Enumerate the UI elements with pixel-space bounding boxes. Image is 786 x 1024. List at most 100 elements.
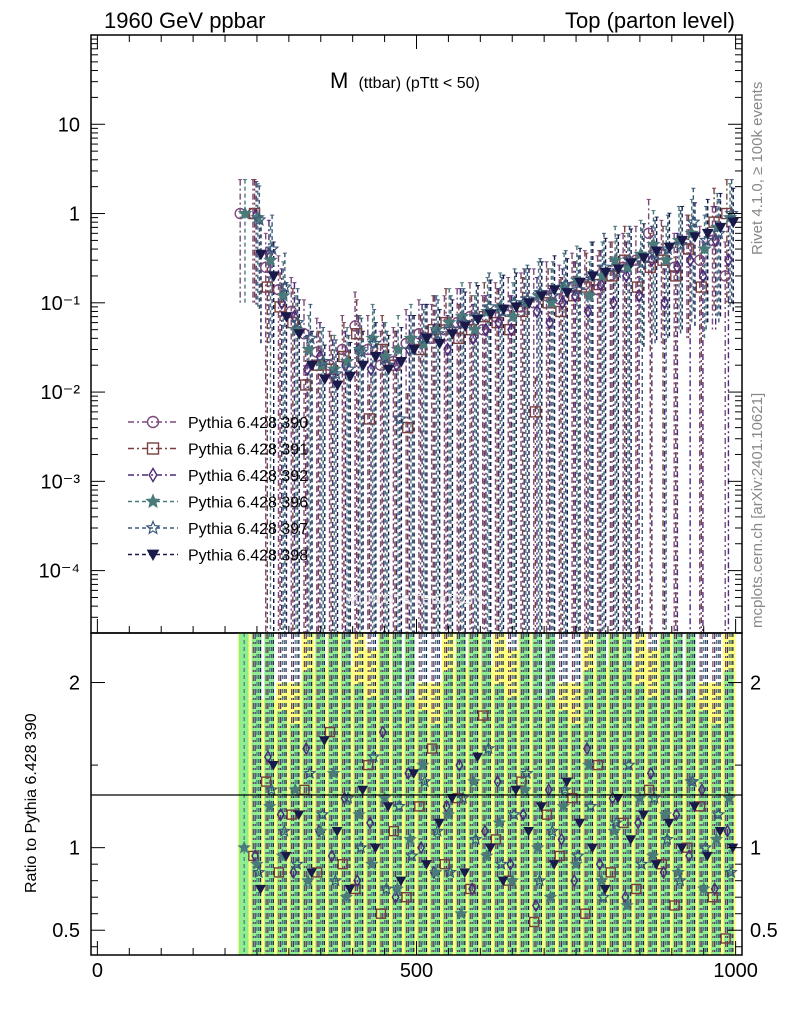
y-tick-label: 10⁻² <box>41 382 81 404</box>
plot-title: M (ttbar) (pTtt < 50) <box>330 68 480 93</box>
legend-label: Pythia 6.428 390 <box>188 415 308 432</box>
data-point <box>673 259 682 275</box>
data-point <box>561 288 574 299</box>
data-point <box>145 493 161 509</box>
data-point <box>426 743 438 754</box>
data-point <box>671 865 685 879</box>
data-point <box>472 315 484 326</box>
data-point <box>439 858 451 870</box>
data-point <box>328 366 344 381</box>
data-point <box>301 873 315 887</box>
data-point <box>293 329 306 340</box>
data-point <box>698 232 714 247</box>
data-point <box>647 252 657 268</box>
data-point <box>453 332 465 345</box>
data-point <box>318 374 331 386</box>
data-point <box>714 222 727 234</box>
data-point <box>672 807 681 822</box>
data-point <box>302 741 311 756</box>
data-point <box>594 873 609 887</box>
data-point <box>494 315 503 330</box>
ratio-y-tick-label-right: 0.5 <box>750 920 778 942</box>
y-tick-label: 10⁻⁴ <box>39 561 80 583</box>
data-point <box>697 881 711 895</box>
data-point <box>507 322 516 338</box>
main-y-axis: 10 1 10⁻¹ 10⁻² 10⁻³ 10⁻⁴ <box>39 38 742 634</box>
data-point <box>607 824 622 837</box>
main-error-bars <box>238 179 736 633</box>
y-tick-label: 1 <box>69 204 80 226</box>
data-point <box>523 298 535 309</box>
data-point <box>642 227 655 240</box>
data-point <box>686 774 700 788</box>
data-point <box>724 865 738 879</box>
data-point <box>331 380 344 392</box>
data-point <box>510 302 523 313</box>
data-point <box>497 304 510 316</box>
data-point <box>548 860 560 870</box>
data-point <box>382 364 395 376</box>
data-point <box>663 242 676 254</box>
data-point <box>609 264 625 279</box>
data-point <box>388 825 399 837</box>
data-point <box>719 270 731 282</box>
header-left-label: 1960 GeV ppbar <box>104 8 265 33</box>
data-point <box>535 291 548 302</box>
data-point <box>469 832 483 846</box>
data-point <box>293 810 305 821</box>
data-point <box>352 807 366 821</box>
data-point <box>620 898 634 912</box>
data-point <box>492 815 507 829</box>
data-point <box>571 848 585 862</box>
data-point <box>638 253 650 264</box>
data-point <box>571 282 586 296</box>
data-point <box>557 832 566 847</box>
data-point <box>714 827 726 837</box>
data-point <box>625 258 637 269</box>
data-point <box>609 295 618 311</box>
data-point <box>145 519 161 535</box>
data-point <box>660 832 674 846</box>
data-point <box>433 818 445 829</box>
data-point <box>647 246 663 261</box>
data-point <box>468 882 477 896</box>
ratio-y-tick-label-right: 1 <box>750 838 761 860</box>
data-point <box>260 776 272 787</box>
data-point <box>370 843 381 854</box>
data-point <box>255 249 267 261</box>
data-point <box>377 791 392 804</box>
data-point <box>544 295 559 309</box>
data-point <box>493 774 502 789</box>
data-point <box>723 824 732 839</box>
data-point <box>263 749 272 764</box>
data-point <box>430 326 446 340</box>
ratio-band-inner <box>353 684 364 955</box>
data-point <box>262 799 277 813</box>
data-point <box>408 344 420 356</box>
data-point <box>638 810 649 821</box>
ratio-band-inner <box>302 670 313 955</box>
data-point <box>484 309 497 320</box>
data-point <box>645 848 660 862</box>
data-point <box>558 277 573 291</box>
data-point <box>484 843 496 854</box>
data-point <box>722 791 736 804</box>
data-point <box>390 341 406 356</box>
data-point <box>363 759 374 771</box>
data-point <box>543 890 558 903</box>
data-point <box>646 766 655 781</box>
data-point <box>494 857 509 870</box>
data-point <box>596 890 611 903</box>
legend-label: Pythia 6.428 398 <box>188 548 308 565</box>
data-point <box>443 342 452 357</box>
data-point <box>570 873 579 888</box>
data-point <box>277 824 292 837</box>
data-point <box>567 792 578 804</box>
data-point <box>658 807 673 821</box>
data-point <box>586 271 599 282</box>
data-point <box>518 782 532 796</box>
data-point <box>506 857 515 872</box>
data-point <box>288 782 303 796</box>
data-point <box>428 865 443 879</box>
main-plot-frame <box>90 34 743 634</box>
